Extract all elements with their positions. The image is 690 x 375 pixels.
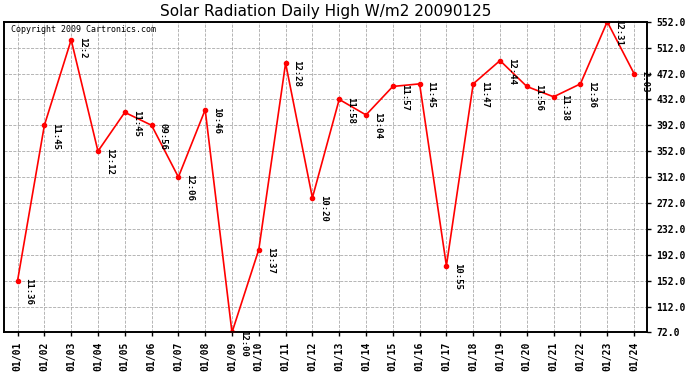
Text: 11:45: 11:45 xyxy=(51,123,60,149)
Text: 11:58: 11:58 xyxy=(346,97,355,123)
Text: 11:57: 11:57 xyxy=(400,84,408,111)
Text: 12:00: 12:00 xyxy=(239,330,248,357)
Text: 13:37: 13:37 xyxy=(266,247,275,274)
Text: 12:28: 12:28 xyxy=(293,60,302,87)
Text: 12:06: 12:06 xyxy=(186,174,195,201)
Text: 12:31: 12:31 xyxy=(614,19,623,46)
Text: 10:20: 10:20 xyxy=(319,195,328,222)
Text: 12:36: 12:36 xyxy=(587,81,596,108)
Text: 10:55: 10:55 xyxy=(453,263,462,290)
Text: 11:38: 11:38 xyxy=(560,94,569,121)
Text: 11:36: 11:36 xyxy=(25,278,34,305)
Text: 12:2: 12:2 xyxy=(78,37,87,58)
Text: 11:47: 11:47 xyxy=(480,81,489,108)
Title: Solar Radiation Daily High W/m2 20090125: Solar Radiation Daily High W/m2 20090125 xyxy=(160,4,491,19)
Text: 12:44: 12:44 xyxy=(507,58,516,85)
Text: 2:03: 2:03 xyxy=(641,71,650,92)
Text: 11:45: 11:45 xyxy=(426,81,435,108)
Text: 10:46: 10:46 xyxy=(212,107,221,134)
Text: 13:04: 13:04 xyxy=(373,112,382,139)
Text: 11:56: 11:56 xyxy=(534,84,543,111)
Text: Copyright 2009 Cartronics.com: Copyright 2009 Cartronics.com xyxy=(10,25,156,34)
Text: 11:45: 11:45 xyxy=(132,110,141,136)
Text: 09:56: 09:56 xyxy=(159,123,168,149)
Text: 12:12: 12:12 xyxy=(105,148,114,175)
